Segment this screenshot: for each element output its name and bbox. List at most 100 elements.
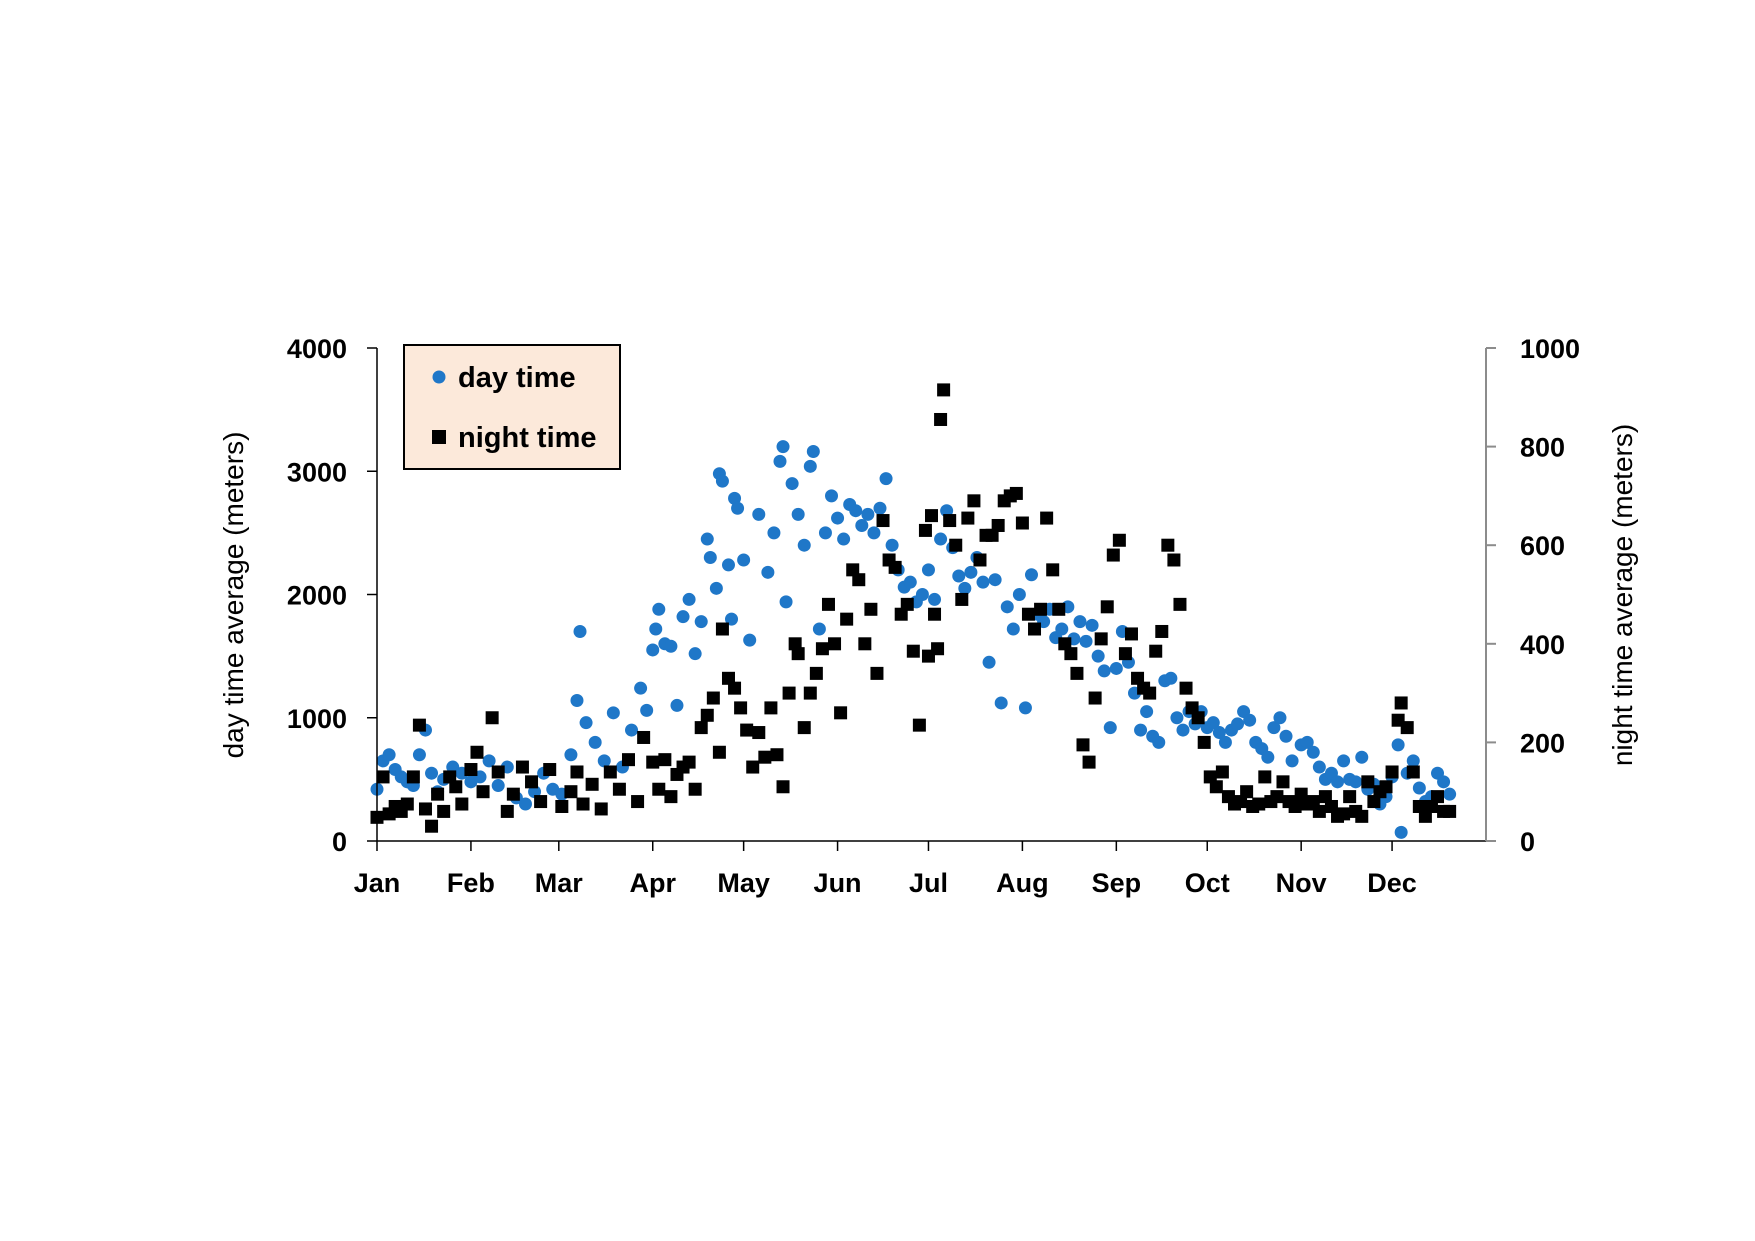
night-time-point bbox=[425, 819, 439, 833]
night-time-point bbox=[925, 509, 938, 523]
night-time-point bbox=[1252, 797, 1266, 811]
day-time-point bbox=[737, 553, 751, 567]
day-time-point bbox=[1012, 588, 1026, 601]
day-time-point bbox=[1279, 729, 1293, 743]
left-tick-label: 0 bbox=[332, 827, 347, 857]
day-time-point bbox=[649, 622, 663, 636]
x-tick-label: Jan bbox=[354, 868, 401, 898]
x-tick-label: Mar bbox=[535, 868, 584, 898]
right-tick-label: 400 bbox=[1520, 630, 1565, 660]
night-time-point bbox=[1040, 511, 1054, 525]
day-time-point bbox=[994, 696, 1008, 710]
night-time-point bbox=[906, 644, 920, 658]
night-time-point bbox=[955, 592, 969, 606]
x-ticks: Jan Feb Mar Apr May Jun Jul Aug Sep Oct Nov Dec bbox=[354, 841, 1417, 898]
day-time-point bbox=[812, 622, 826, 636]
night-time-point bbox=[1412, 799, 1426, 813]
right-tick-label: 800 bbox=[1520, 433, 1565, 463]
night-time-point bbox=[1234, 795, 1248, 809]
night-time-point bbox=[967, 494, 981, 508]
day-time-point bbox=[721, 558, 735, 572]
night-time-point bbox=[734, 701, 748, 715]
right-tick-label: 1000 bbox=[1520, 334, 1580, 364]
day-time-point bbox=[579, 716, 593, 730]
day-time-point bbox=[1206, 716, 1220, 730]
day-time-point bbox=[528, 785, 542, 799]
day-time-point bbox=[773, 454, 787, 468]
night-time-point bbox=[937, 383, 951, 397]
day-time-point bbox=[1006, 622, 1020, 636]
day-time-point bbox=[652, 602, 666, 616]
night-time-point bbox=[912, 718, 926, 732]
night-time-point bbox=[1337, 807, 1351, 821]
day-time-point bbox=[940, 504, 954, 518]
night-time-point bbox=[864, 602, 878, 616]
day-time-point bbox=[588, 735, 602, 749]
day-time-point bbox=[873, 501, 887, 515]
night-time-point bbox=[1046, 563, 1060, 577]
day-time-point bbox=[1103, 721, 1117, 735]
night-time-point bbox=[1173, 597, 1187, 611]
night-time-point bbox=[1052, 602, 1066, 616]
night-time-point bbox=[1361, 775, 1375, 789]
night-time-point bbox=[631, 795, 645, 809]
legend-day-time-marker bbox=[432, 370, 446, 384]
night-time-point bbox=[870, 666, 884, 680]
night-time-point bbox=[949, 538, 963, 552]
night-time-point bbox=[658, 753, 672, 767]
night-time-point bbox=[752, 726, 766, 740]
night-time-point bbox=[1443, 804, 1457, 818]
night-time-point bbox=[1367, 795, 1381, 809]
legend-night-time-marker bbox=[432, 430, 446, 444]
night-time-point bbox=[700, 708, 714, 722]
legend-box bbox=[403, 344, 621, 470]
day-time-point bbox=[1406, 754, 1420, 768]
day-time-point bbox=[597, 754, 611, 768]
night-time-point bbox=[1179, 681, 1193, 695]
day-time-point bbox=[573, 624, 587, 638]
night-time-point bbox=[1276, 775, 1290, 789]
night-time-point bbox=[443, 770, 457, 784]
night-time-point bbox=[764, 701, 778, 715]
day-time-point bbox=[625, 723, 639, 737]
day-time-point bbox=[785, 477, 799, 491]
night-time-point bbox=[1258, 770, 1272, 784]
night-time-point bbox=[1149, 644, 1163, 658]
night-time-point bbox=[400, 797, 414, 811]
night-time-point bbox=[476, 785, 490, 799]
night-time-point bbox=[715, 622, 729, 636]
right-y-ticks: 0 200 400 600 800 1000 bbox=[1486, 334, 1580, 857]
day-time-point bbox=[1152, 735, 1166, 749]
night-time-point bbox=[594, 802, 608, 816]
night-time-point bbox=[525, 775, 539, 789]
day-time-point bbox=[725, 612, 739, 626]
day-time-point bbox=[921, 563, 935, 577]
day-time-point bbox=[976, 575, 990, 589]
day-time-point bbox=[634, 681, 648, 695]
night-time-point bbox=[1112, 533, 1126, 547]
day-time-point bbox=[1273, 711, 1287, 725]
night-time-point bbox=[1191, 711, 1205, 725]
night-time-point bbox=[555, 799, 569, 813]
night-time-point bbox=[1197, 735, 1211, 749]
night-time-point bbox=[1318, 790, 1332, 804]
night-time-point bbox=[788, 637, 802, 651]
day-time-point bbox=[425, 766, 439, 780]
day-time-point bbox=[1243, 713, 1257, 727]
day-time-point bbox=[779, 595, 793, 609]
left-tick-label: 3000 bbox=[287, 457, 347, 487]
legend-night-time-label: night time bbox=[458, 422, 597, 454]
day-time-point bbox=[1073, 615, 1087, 629]
night-time-point bbox=[858, 637, 872, 651]
day-time-point bbox=[903, 575, 917, 589]
day-time-point bbox=[1355, 750, 1369, 764]
night-time-point bbox=[1082, 755, 1096, 769]
night-time-point bbox=[928, 607, 942, 621]
night-time-point bbox=[1203, 770, 1217, 784]
day-time-point bbox=[646, 643, 660, 657]
night-time-point bbox=[376, 770, 390, 784]
day-time-point bbox=[964, 565, 978, 579]
day-time-point bbox=[806, 445, 820, 459]
day-time-point bbox=[752, 507, 766, 521]
